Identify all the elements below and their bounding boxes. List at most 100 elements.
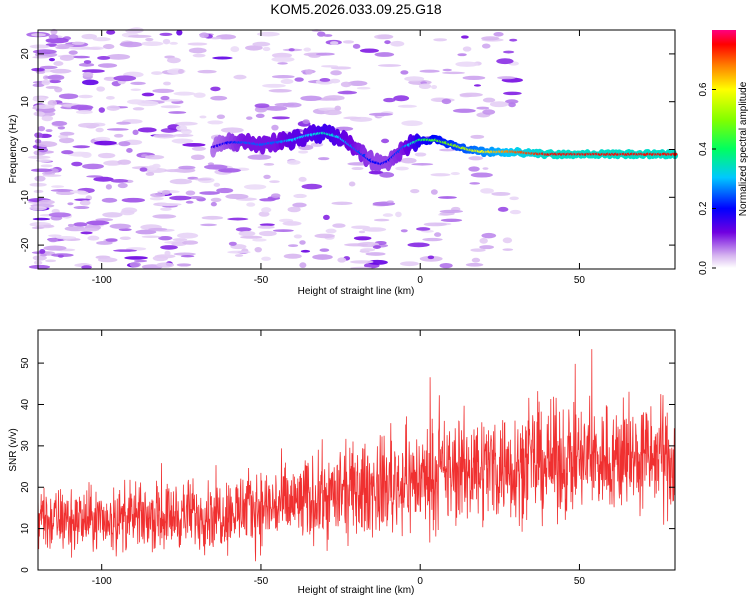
noise-blob — [41, 79, 51, 86]
noise-blob — [351, 166, 364, 171]
noise-blob — [113, 133, 124, 138]
noise-blob — [133, 259, 148, 263]
noise-blob — [102, 212, 123, 218]
noise-blob — [220, 127, 244, 133]
noise-blob — [479, 245, 495, 250]
noise-blob — [158, 235, 173, 241]
noise-blob — [257, 31, 280, 37]
noise-blob — [414, 152, 427, 157]
noise-blob — [271, 193, 281, 199]
noise-blob — [48, 34, 59, 39]
noise-blob — [381, 138, 390, 144]
noise-blob — [330, 70, 342, 76]
noise-blob — [342, 40, 355, 44]
noise-blob — [185, 190, 196, 196]
noise-blob — [503, 91, 522, 96]
noise-blob — [299, 240, 306, 245]
noise-blob — [470, 172, 493, 178]
noise-blob — [94, 136, 111, 142]
noise-blob — [433, 38, 448, 42]
noise-blob — [401, 120, 423, 127]
noise-blob — [367, 259, 388, 265]
noise-blob — [508, 102, 516, 108]
noise-blob — [105, 238, 118, 242]
noise-blob — [67, 223, 75, 227]
noise-blob — [191, 146, 206, 151]
noise-blob — [497, 206, 509, 212]
noise-blob — [141, 92, 155, 97]
noise-blob — [207, 120, 224, 125]
noise-blob — [171, 138, 194, 144]
noise-blob — [261, 256, 271, 261]
noise-blob — [482, 167, 489, 170]
noise-blob — [400, 157, 417, 164]
ytick-label: 20 — [20, 481, 31, 493]
noise-blob — [58, 93, 79, 100]
noise-blob — [245, 45, 263, 51]
noise-blob — [462, 75, 486, 80]
noise-blob — [373, 218, 390, 222]
noise-blob — [286, 160, 301, 165]
noise-blob — [106, 128, 129, 131]
noise-blob — [258, 211, 270, 217]
noise-blob — [176, 263, 192, 267]
noise-blob — [383, 97, 396, 103]
noise-blob — [481, 232, 497, 239]
noise-blob — [352, 43, 361, 49]
xtick-label: -100 — [92, 275, 112, 286]
noise-blob — [344, 243, 368, 247]
noise-blob — [319, 78, 331, 82]
spectrogram-ridge — [210, 123, 678, 172]
noise-blob — [325, 228, 337, 234]
noise-blob — [293, 234, 303, 239]
xtick-label: -50 — [254, 576, 269, 587]
noise-blob — [305, 69, 313, 75]
noise-blob — [255, 113, 265, 118]
noise-blob — [32, 96, 47, 102]
noise-blob — [96, 86, 105, 92]
noise-blob — [200, 223, 217, 227]
noise-blob — [41, 115, 54, 122]
ytick-label: 30 — [20, 440, 31, 452]
noise-blob — [203, 164, 228, 170]
noise-blob — [287, 244, 299, 247]
noise-blob — [277, 62, 288, 65]
noise-blob — [294, 77, 304, 82]
noise-blob — [70, 104, 94, 110]
noise-blob — [274, 102, 295, 107]
noise-blob — [390, 40, 405, 47]
noise-blob — [45, 37, 69, 44]
noise-blob — [158, 202, 182, 206]
noise-blob — [469, 182, 481, 185]
noise-blob — [68, 50, 78, 55]
noise-blob — [160, 207, 172, 211]
noise-blob — [152, 214, 177, 219]
noise-blob — [97, 257, 118, 263]
noise-blob — [32, 217, 51, 221]
noise-blob — [173, 91, 196, 96]
noise-blob — [317, 157, 330, 161]
noise-blob — [32, 49, 57, 55]
colorbar-tick-label: 0.6 — [698, 82, 709, 96]
noise-blob — [45, 85, 60, 89]
noise-blob — [452, 108, 476, 113]
snr-ylabel: SNR (v/v) — [8, 428, 19, 471]
noise-blob — [78, 94, 93, 99]
noise-blob — [450, 172, 460, 176]
noise-blob — [271, 74, 295, 79]
noise-blob — [263, 162, 275, 166]
noise-blob — [113, 249, 137, 252]
noise-blob — [127, 34, 152, 38]
noise-blob — [148, 227, 168, 231]
noise-blob — [234, 254, 244, 257]
noise-blob — [440, 218, 463, 222]
spectrogram-xlabel: Height of straight line (km) — [298, 286, 415, 297]
noise-blob — [106, 54, 131, 60]
noise-blob — [81, 265, 92, 270]
noise-blob — [34, 175, 46, 182]
noise-blob — [94, 140, 117, 146]
noise-blob — [457, 53, 467, 57]
noise-blob — [288, 48, 295, 52]
noise-blob — [482, 97, 496, 103]
